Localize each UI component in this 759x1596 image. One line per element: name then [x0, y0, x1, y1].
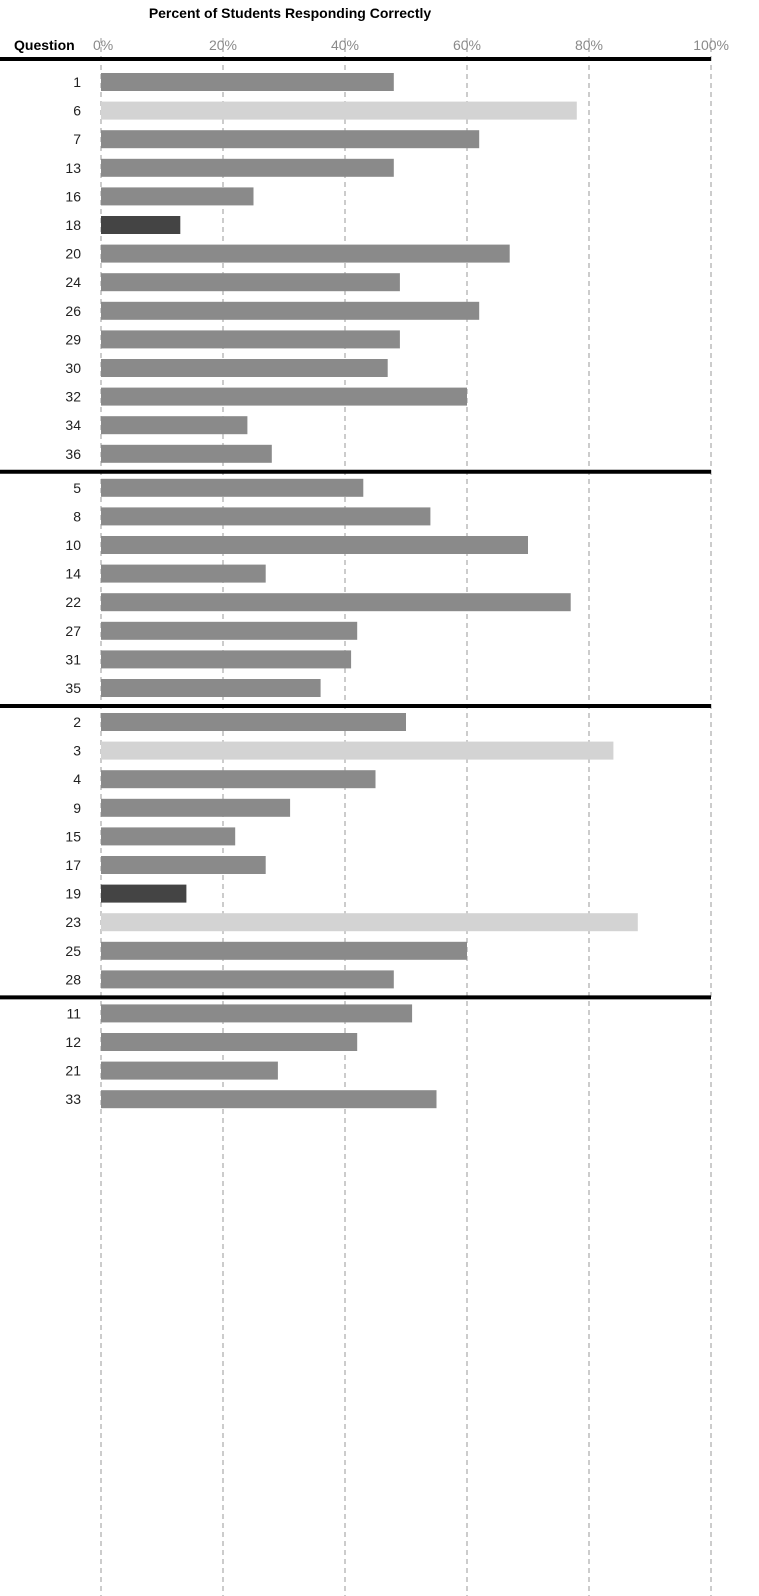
category-label: 31 [65, 651, 81, 667]
category-label: 13 [65, 160, 81, 176]
category-label: 29 [65, 331, 81, 347]
bar-question-22 [101, 593, 571, 612]
bar-question-9 [101, 798, 291, 817]
bar-question-14 [101, 564, 266, 583]
bar-question-6 [101, 101, 577, 120]
category-label: 23 [65, 914, 81, 930]
bar-question-21 [101, 1061, 278, 1080]
category-label: 10 [65, 537, 81, 553]
bar-question-1 [101, 73, 394, 91]
bar-question-11 [101, 1004, 413, 1023]
category-label: 33 [65, 1091, 81, 1107]
x-tick-label: 100% [693, 37, 729, 53]
category-label: 11 [66, 1005, 81, 1021]
category-label: 34 [65, 417, 81, 433]
bar-question-4 [101, 770, 376, 789]
category-label: 25 [65, 943, 81, 959]
bar-question-18 [101, 216, 181, 234]
category-label: 35 [65, 680, 81, 696]
category-label: 30 [65, 360, 81, 376]
category-label: 2 [73, 714, 81, 730]
category-label: 32 [65, 389, 81, 405]
bar-question-19 [101, 884, 187, 903]
category-label: 19 [65, 886, 81, 902]
category-label: 22 [65, 594, 81, 610]
chart-title: Percent of Students Responding Correctly [149, 5, 432, 21]
bar-question-16 [101, 187, 254, 206]
bar-question-5 [101, 478, 364, 497]
category-label: 9 [73, 800, 81, 816]
bar-question-3 [101, 741, 614, 760]
x-tick-label: 20% [209, 37, 237, 53]
bar-question-32 [101, 387, 467, 406]
category-label: 18 [65, 217, 81, 233]
x-tick-label: 60% [453, 37, 481, 53]
bar-question-26 [101, 301, 480, 320]
bar-question-8 [101, 507, 431, 526]
category-label: 28 [65, 971, 81, 987]
category-label: 20 [65, 246, 81, 262]
bar-question-7 [101, 130, 480, 149]
category-label: 3 [73, 743, 81, 759]
bar-question-33 [101, 1090, 437, 1109]
category-label: 7 [73, 131, 81, 147]
category-label: 21 [65, 1063, 81, 1079]
bar-question-10 [101, 536, 528, 554]
category-label: 36 [65, 446, 81, 462]
bar-question-29 [101, 330, 400, 349]
bar-question-20 [101, 244, 510, 263]
bar-question-34 [101, 416, 248, 435]
category-label: 26 [65, 303, 81, 319]
gridlines [100, 38, 712, 1596]
category-label: 1 [73, 74, 81, 90]
bar-question-15 [101, 827, 236, 846]
bar-question-12 [101, 1033, 358, 1051]
bar-question-27 [101, 621, 358, 640]
x-tick-label: 80% [575, 37, 603, 53]
bar-question-31 [101, 650, 352, 669]
x-tick-label: 0% [93, 37, 113, 53]
category-label: 24 [65, 274, 81, 290]
category-label: 8 [73, 508, 81, 524]
bar-question-35 [101, 679, 321, 697]
category-label: 12 [65, 1034, 81, 1050]
group-separators [0, 57, 711, 1000]
x-tick-label: 40% [331, 37, 359, 53]
category-label: 4 [73, 771, 81, 787]
bar-question-23 [101, 913, 638, 932]
bars [101, 73, 638, 1109]
bar-question-17 [101, 856, 266, 874]
bar-question-30 [101, 359, 388, 377]
category-label: 6 [73, 103, 81, 119]
category-label: 15 [65, 828, 81, 844]
category-label: 5 [73, 480, 81, 496]
category-label: 17 [65, 857, 81, 873]
category-label: 14 [65, 566, 81, 582]
bar-question-24 [101, 273, 400, 292]
bar-question-25 [101, 941, 467, 960]
x-axis-ticks: 0% 20% 40% 60% 80% 100% [93, 37, 729, 53]
y-axis-label: Question [14, 37, 75, 53]
bar-question-2 [101, 713, 406, 731]
category-labels: 1671316182024262930323436581014222731352… [65, 74, 81, 1107]
bar-question-36 [101, 444, 272, 463]
bar-question-13 [101, 158, 394, 177]
category-label: 16 [65, 188, 81, 204]
category-label: 27 [65, 623, 81, 639]
bar-question-28 [101, 970, 394, 989]
